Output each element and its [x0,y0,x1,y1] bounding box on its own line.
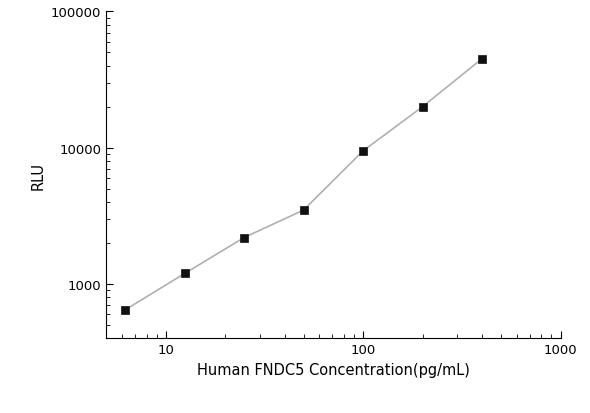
Y-axis label: RLU: RLU [31,161,45,190]
X-axis label: Human FNDC5 Concentration(pg/mL): Human FNDC5 Concentration(pg/mL) [197,362,470,377]
